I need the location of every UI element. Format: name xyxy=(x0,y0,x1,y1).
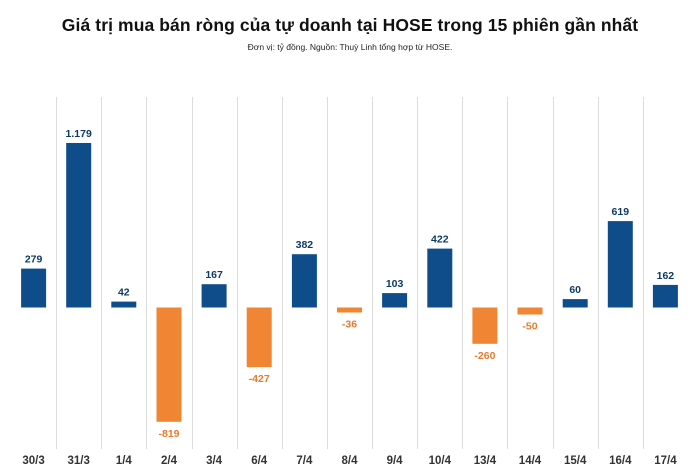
data-label: -50 xyxy=(522,321,537,333)
data-label: -260 xyxy=(474,350,495,362)
data-label: 619 xyxy=(612,206,630,218)
x-tick-label: 8/4 xyxy=(342,455,359,467)
data-label: 382 xyxy=(296,239,314,251)
bar-10-4 xyxy=(427,248,453,308)
x-tick-label: 6/4 xyxy=(251,455,268,467)
x-tick-label: 17/4 xyxy=(654,455,677,467)
x-tick-label: 30/3 xyxy=(22,455,44,467)
data-label: -36 xyxy=(342,319,357,331)
bar-2-4 xyxy=(156,307,182,422)
data-label: 1.179 xyxy=(66,128,92,140)
bar-13-4 xyxy=(472,307,498,344)
bar-8-4 xyxy=(337,307,362,313)
data-label: 162 xyxy=(657,270,675,282)
data-label: 103 xyxy=(386,278,404,290)
bar-7-4 xyxy=(291,254,317,308)
data-label: 279 xyxy=(25,254,43,266)
bar-14-4 xyxy=(517,307,543,315)
bar-17-4 xyxy=(652,284,678,308)
x-tick-label: 10/4 xyxy=(429,455,452,467)
bar-30-3 xyxy=(21,268,47,308)
data-label: 167 xyxy=(205,269,223,281)
x-tick-label: 9/4 xyxy=(387,455,404,467)
x-tick-label: 2/4 xyxy=(161,455,178,467)
data-label: 422 xyxy=(431,234,449,246)
bar-9-4 xyxy=(382,293,408,308)
data-label: 60 xyxy=(569,284,581,296)
data-label: -819 xyxy=(158,428,179,440)
chart-title: Giá trị mua bán ròng của tự doanh tại HO… xyxy=(61,15,639,35)
data-label: 42 xyxy=(118,287,130,299)
x-tick-label: 1/4 xyxy=(116,455,133,467)
bar-1-4 xyxy=(111,301,137,308)
x-tick-label: 14/4 xyxy=(519,455,542,467)
bars xyxy=(21,143,678,422)
x-axis-ticks: 30/3 31/3 1/4 2/4 3/4 6/4 7/4 8/4 9/4 10/4 13/4 14/… xyxy=(22,455,677,467)
x-tick-label: 7/4 xyxy=(296,455,313,467)
bar-3-4 xyxy=(201,284,227,308)
x-tick-label: 15/4 xyxy=(564,455,587,467)
value-labels: 279 1.179 42 -819 167 -427 382 -36 103 422 -260 -50… xyxy=(25,128,674,440)
bar-16-4 xyxy=(607,221,633,308)
chart-subtitle: Đơn vị: tỷ đồng. Nguồn: Thuỳ Linh tổng h… xyxy=(247,42,453,52)
grid-lines xyxy=(56,97,644,449)
bar-31-3 xyxy=(66,143,92,308)
data-label: -427 xyxy=(249,373,270,385)
x-tick-label: 3/4 xyxy=(206,455,223,467)
x-tick-label: 31/3 xyxy=(68,455,90,467)
bar-6-4 xyxy=(246,307,272,368)
x-tick-label: 16/4 xyxy=(609,455,632,467)
bar-15-4 xyxy=(562,299,588,308)
x-tick-label: 13/4 xyxy=(474,455,497,467)
